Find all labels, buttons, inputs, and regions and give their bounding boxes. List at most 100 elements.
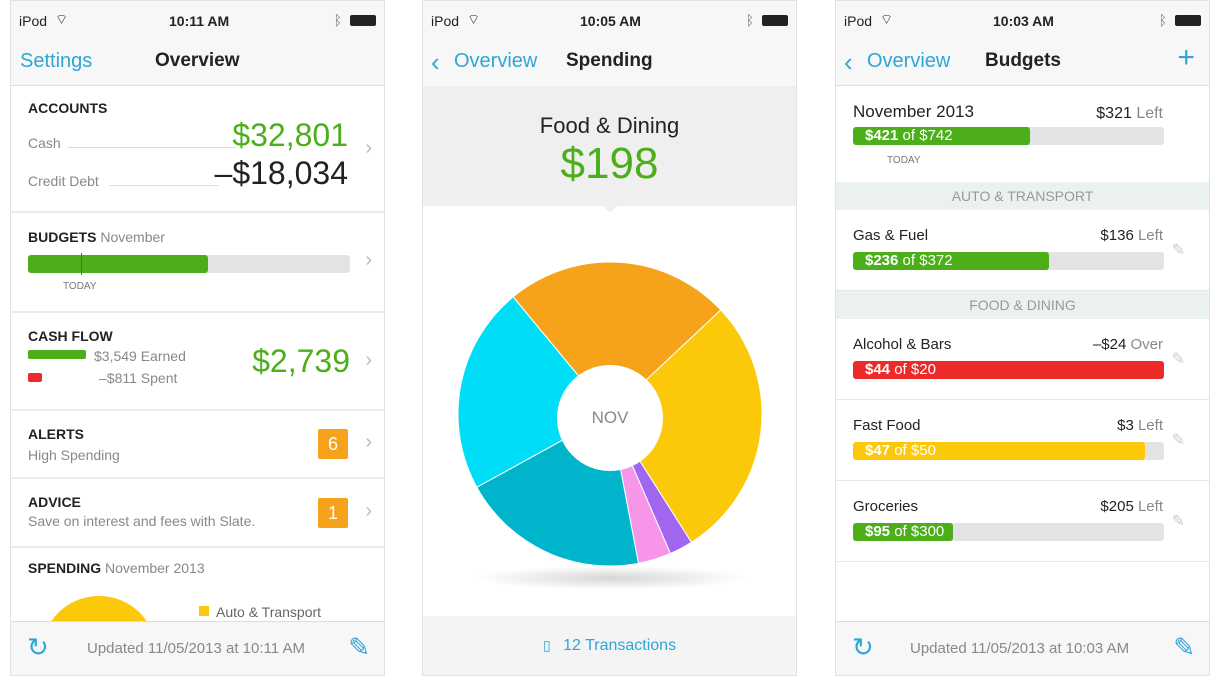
budget-progress-fill: $95 of $300	[853, 523, 953, 541]
budget-progress-fill: $47 of $50	[853, 442, 1146, 460]
edit-pencil-icon[interactable]: ✎	[1171, 513, 1185, 530]
transactions-footer[interactable]: ▯ 12 Transactions	[423, 616, 796, 675]
bluetooth-icon: ᛒ	[1158, 12, 1167, 28]
accounts-card[interactable]: ACCOUNTS Cash $32,801 Credit Debt –$18,0…	[11, 87, 384, 213]
budget-status-label: Left	[1137, 498, 1163, 515]
cash-flow-title: CASH FLOW	[28, 328, 113, 344]
credit-debt-value: –$18,034	[214, 155, 348, 191]
alerts-card[interactable]: ALERTS High Spending 6 ›	[11, 411, 384, 479]
compose-icon[interactable]: ✎	[348, 632, 370, 662]
category-amount: $198	[560, 139, 659, 188]
refresh-icon[interactable]: ↻	[27, 632, 49, 662]
budget-row[interactable]: Gas & Fuel $136 Left $236 of $372 ✎	[836, 210, 1209, 291]
budget-progress-bar: $44 of $20	[853, 361, 1164, 379]
advice-card[interactable]: ADVICE Save on interest and fees with Sl…	[11, 479, 384, 548]
budget-status: –$24 Over	[1093, 336, 1163, 353]
back-chevron-icon[interactable]: ‹	[844, 47, 853, 77]
add-budget-button[interactable]: +	[1177, 41, 1195, 74]
budget-row[interactable]: Fast Food $3 Left $47 of $50 ✎	[836, 400, 1209, 481]
budget-progress-fill: $44 of $20	[853, 361, 1164, 379]
spent-amount: $236	[865, 252, 899, 269]
compose-icon[interactable]: ✎	[1173, 632, 1195, 662]
budget-total: of $742	[902, 127, 953, 144]
budget-progress-bar	[28, 255, 350, 273]
budget-progress-bar: $236 of $372	[853, 252, 1164, 270]
credit-debt-label: Credit Debt	[28, 173, 99, 189]
net-cash-flow: $2,739	[252, 343, 350, 379]
chevron-right-icon: ›	[365, 249, 372, 271]
edit-pencil-icon[interactable]: ✎	[1171, 351, 1185, 368]
left-amount-wrap: $321 Left	[1096, 105, 1163, 123]
pie-slice[interactable]	[512, 261, 722, 415]
status-bar: iPod ⌔ 10:03 AM ᛒ	[836, 1, 1209, 41]
budget-name: Alcohol & Bars	[853, 336, 952, 353]
updated-timestamp: Updated 11/05/2013 at 10:03 AM	[910, 640, 1130, 657]
today-label: TODAY	[887, 155, 921, 166]
section-header: FOOD & DINING	[836, 291, 1209, 319]
device-name: iPod	[431, 13, 460, 29]
today-label: TODAY	[63, 281, 97, 292]
budgets-label: BUDGETS	[28, 229, 97, 245]
budget-status-label: Over	[1130, 336, 1163, 353]
month-title: November 2013	[853, 102, 974, 121]
settings-button[interactable]: Settings	[20, 50, 93, 72]
month-progress-fill: $421 of $742	[853, 127, 1031, 145]
budgets-title: BUDGETS November	[28, 229, 165, 245]
month-progress-bar: $421 of $742	[853, 127, 1164, 145]
chevron-right-icon: ›	[365, 137, 372, 159]
left-amount: $321	[1096, 105, 1132, 122]
edit-pencil-icon[interactable]: ✎	[1171, 432, 1185, 449]
spending-screen: iPod ⌔ 10:05 AM ᛒ ‹ Overview Spending Fo…	[422, 0, 797, 676]
budget-row[interactable]: Alcohol & Bars –$24 Over $44 of $20 ✎	[836, 319, 1209, 400]
advice-count-badge: 1	[318, 498, 348, 528]
alerts-title: ALERTS	[28, 426, 84, 442]
transactions-link[interactable]: 12 Transactions	[563, 637, 677, 654]
transactions-icon: ▯	[542, 637, 551, 653]
budget-name: Groceries	[853, 498, 919, 515]
spending-period: November 2013	[105, 560, 205, 576]
pie-slice[interactable]	[457, 296, 611, 488]
budget-row[interactable]: Groceries $205 Left $95 of $300 ✎	[836, 481, 1209, 562]
legend-swatch	[199, 606, 209, 616]
clock: 10:11 AM	[169, 13, 230, 29]
spending-card[interactable]: SPENDING November 2013 Auto & Transport	[11, 548, 384, 624]
budget-total: of $20	[894, 361, 936, 378]
earned-text: $3,549 Earned	[94, 348, 186, 364]
budget-amount: $205	[1100, 498, 1134, 515]
budget-progress-bar: $47 of $50	[853, 442, 1164, 460]
wifi-icon: ⌔	[55, 11, 69, 27]
refresh-icon[interactable]: ↻	[852, 632, 874, 662]
nav-bar: ‹ Overview Budgets +	[836, 41, 1209, 86]
chevron-right-icon: ›	[365, 431, 372, 453]
budget-progress-fill: $236 of $372	[853, 252, 1049, 270]
spent-text: –$811 Spent	[99, 370, 178, 386]
back-button[interactable]: Overview	[454, 50, 538, 72]
budgets-card[interactable]: BUDGETS November TODAY ›	[11, 213, 384, 313]
wifi-icon: ⌔	[467, 11, 481, 27]
advice-detail: Save on interest and fees with Slate.	[28, 513, 256, 529]
spent-amount: $95	[865, 523, 891, 540]
device-name: iPod	[844, 13, 873, 29]
spent-amount: $47	[865, 442, 891, 459]
cash-flow-card[interactable]: CASH FLOW $3,549 Earned –$811 Spent $2,7…	[11, 313, 384, 411]
chevron-right-icon: ›	[365, 500, 372, 522]
back-chevron-icon[interactable]: ‹	[431, 47, 440, 77]
month-summary: November 2013 $321 Left $421 of $742 TOD…	[836, 87, 1209, 182]
chevron-right-icon: ›	[365, 349, 372, 371]
spent-bar	[28, 373, 42, 382]
budget-name: Gas & Fuel	[853, 227, 929, 244]
divider	[109, 185, 219, 186]
back-button[interactable]: Overview	[867, 50, 951, 72]
cash-label: Cash	[28, 135, 61, 151]
pie-shadow	[473, 566, 748, 590]
page-title: Overview	[155, 50, 240, 71]
budget-amount: –$24	[1092, 336, 1127, 353]
updated-timestamp: Updated 11/05/2013 at 10:11 AM	[87, 640, 305, 657]
budget-amount: $3	[1117, 417, 1134, 434]
status-bar: iPod ⌔ 10:05 AM ᛒ	[423, 1, 796, 41]
status-bar: iPod ⌔ 10:11 AM ᛒ	[11, 1, 384, 41]
edit-pencil-icon[interactable]: ✎	[1171, 242, 1185, 259]
battery-icon	[1175, 15, 1201, 26]
nav-bar: ‹ Overview Spending	[423, 41, 796, 86]
pie-slice[interactable]	[609, 309, 763, 544]
